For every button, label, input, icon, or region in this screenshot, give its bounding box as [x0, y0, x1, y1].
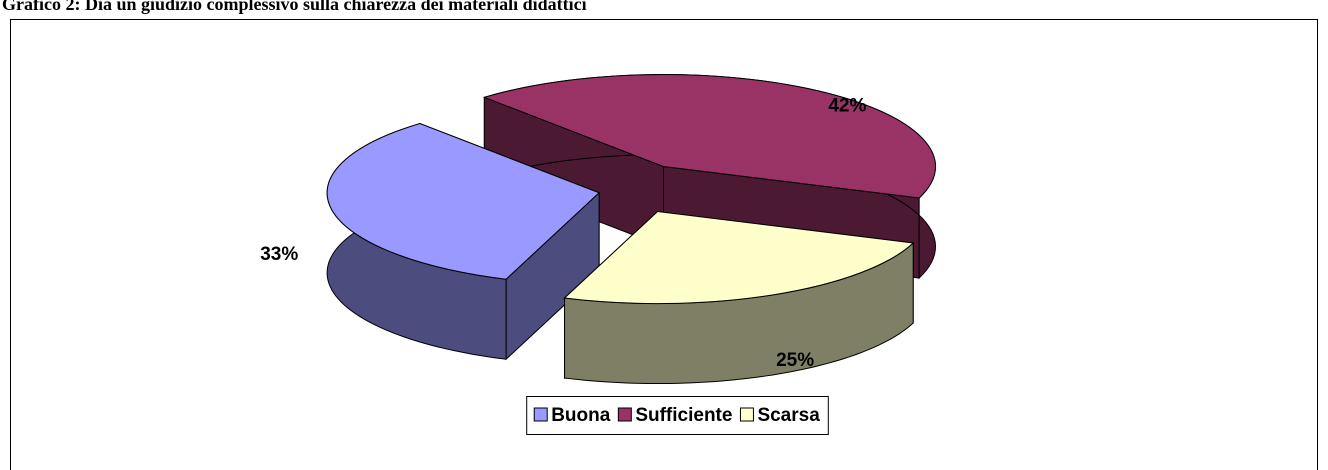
data-label: 33%	[260, 244, 298, 265]
slice-top	[482, 74, 937, 199]
data-label: 25%	[776, 350, 814, 371]
legend-swatch	[533, 407, 548, 422]
chart-title: Grafico 2: Dia un giudizio complessivo s…	[2, 0, 587, 14]
pie-slice	[563, 210, 915, 385]
data-label: 42%	[828, 96, 866, 117]
legend-label: Sufficiente	[635, 405, 732, 426]
legend-swatch	[739, 407, 754, 422]
legend-label: Buona	[551, 405, 611, 426]
legend-label: Scarsa	[757, 405, 820, 426]
legend: Buona Sufficiente Scarsa	[526, 396, 829, 435]
pie-slice	[482, 74, 937, 280]
legend-swatch	[617, 407, 632, 422]
slice-top	[326, 123, 601, 280]
legend-box	[526, 396, 829, 435]
slice-top	[563, 211, 915, 305]
pie-slice	[326, 122, 601, 361]
